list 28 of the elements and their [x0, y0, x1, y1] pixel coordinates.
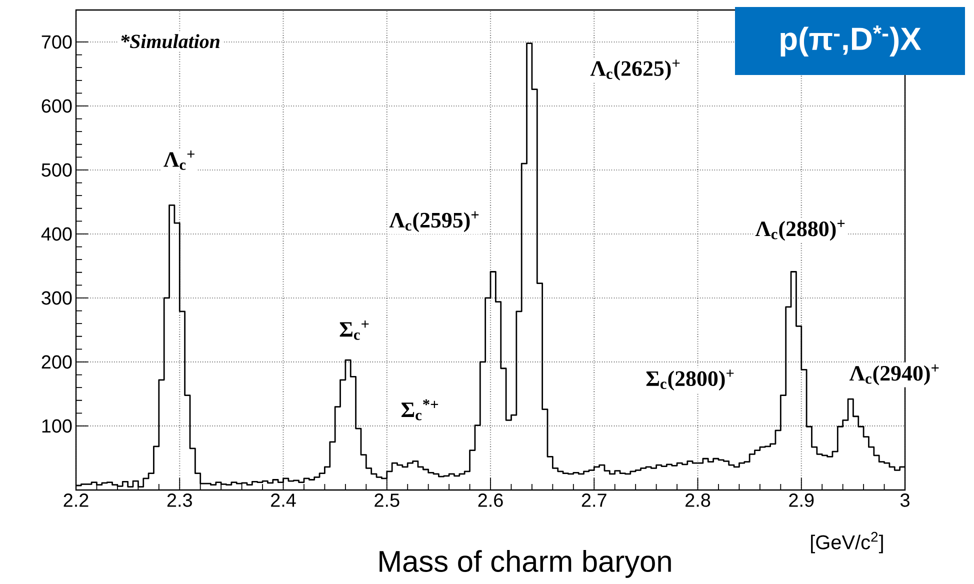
annotation: Λ$_{c}$(2625)$^{+}$: [590, 60, 680, 80]
chart-title: p(π$^{-}$,D$^{*-}$)X: [780, 26, 922, 56]
annotation: Λ$_{c}$(2595)$^{+}$: [389, 211, 479, 232]
text: [GeV/c$^{2}$]: [811, 532, 883, 554]
x-axis-title: Mass of charm baryon: [380, 550, 671, 578]
annotation: Σ$_{c}$*+: [401, 399, 438, 420]
x-tick-label: 2.6: [478, 494, 503, 507]
x-tick-label: 3: [900, 494, 910, 507]
x-tick-label: 2.9: [789, 494, 814, 507]
y-tick-label: 100: [42, 419, 72, 433]
annotation: Λ$_{c}$(2940)$^{+}$: [849, 364, 939, 386]
x-tick-label: 2.2: [64, 494, 88, 507]
annotation: Λ$_{c}$(2880)$^{+}$: [755, 220, 845, 241]
y-tick-label: 400: [41, 227, 72, 241]
annotation: Σ$_{c}$(2800)$^{+}$: [646, 370, 734, 390]
x-tick-label: 2.4: [271, 494, 296, 507]
annotation: *Simulation: [121, 34, 220, 48]
annotation: Σ$_{c}$+: [340, 320, 369, 340]
x-tick-label: 2.8: [686, 494, 710, 507]
y-tick-label: 500: [42, 163, 72, 177]
annotation: Λ$_{c}$+: [164, 150, 194, 170]
y-tick-label: 600: [42, 99, 72, 113]
y-tick-label: 700: [42, 35, 72, 49]
x-tick-label: 2.7: [582, 494, 606, 507]
y-tick-label: 300: [42, 291, 72, 305]
y-tick-label: 200: [42, 355, 72, 369]
x-tick-label: 2.5: [374, 494, 400, 507]
x-tick-label: 2.3: [167, 494, 192, 507]
